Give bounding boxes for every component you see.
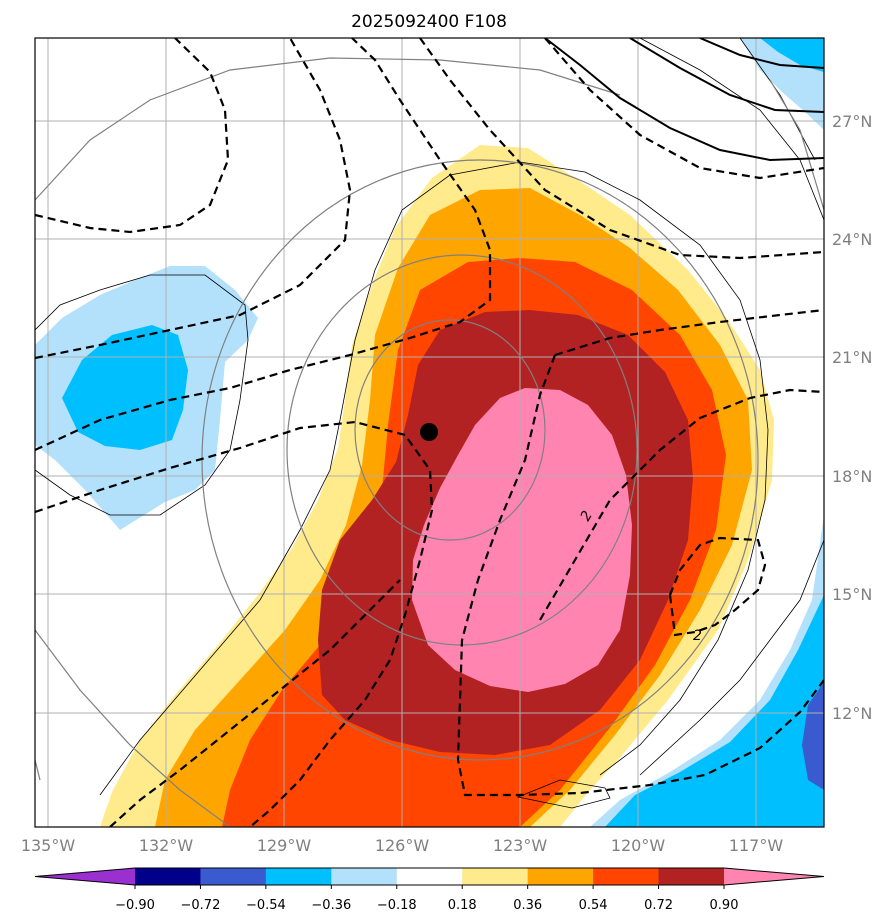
colorbar-tick-label: 0.18 — [448, 898, 477, 913]
colorbar-bin — [135, 868, 202, 885]
solid-black-contours — [544, 38, 824, 162]
colorbar-extend-high — [724, 868, 824, 885]
colorbar-tick-label: 0.90 — [710, 898, 739, 913]
colorbar-bin — [658, 868, 725, 885]
lon-tick-label: 117°W — [729, 836, 784, 855]
lon-tick-label: 129°W — [257, 836, 312, 855]
storm-center-marker — [420, 423, 438, 441]
longitude-labels: 135°W 132°W 129°W 126°W 123°W 120°W 117°W — [21, 836, 784, 855]
colorbar-bin — [396, 868, 463, 885]
latitude-labels: 27°N 24°N 21°N 18°N 15°N 12°N — [832, 112, 872, 723]
colorbar-bin — [462, 868, 529, 885]
lon-tick-label: 123°W — [493, 836, 548, 855]
colorbar-bin — [265, 868, 332, 885]
lat-tick-label: 27°N — [832, 112, 872, 131]
shade-cyan-se — [605, 595, 824, 827]
shade-blue-se — [802, 682, 824, 790]
colorbar-tick-label: −0.72 — [181, 898, 221, 913]
colorbar: −0.90 −0.72 −0.54 −0.36 −0.18 0.18 0.36 0.54 0.7… — [34, 867, 825, 913]
colorbar-tick-label: 0.72 — [644, 898, 673, 913]
shade-pink — [412, 388, 632, 692]
lat-tick-label: 18°N — [832, 467, 872, 486]
colorbar-bin — [593, 868, 660, 885]
colorbar-tick-label: −0.18 — [377, 898, 417, 913]
colorbar-bin — [200, 868, 267, 885]
map-frame — [34, 37, 825, 828]
lat-tick-label: 21°N — [832, 348, 872, 367]
lat-tick-label: 12°N — [832, 704, 872, 723]
shade-cyan-ne — [760, 38, 824, 72]
colorbar-bin — [527, 868, 594, 885]
lat-tick-label: 15°N — [832, 585, 872, 604]
shading-layers — [35, 38, 824, 827]
grid-lines — [35, 38, 824, 827]
chart-title: 2025092400 F108 — [351, 12, 507, 32]
dashed-contours — [35, 38, 824, 827]
colorbar-bin — [331, 868, 398, 885]
colorbar-tick-label: 0.54 — [579, 898, 608, 913]
thin-black-contours — [35, 38, 824, 809]
lon-tick-label: 132°W — [139, 836, 194, 855]
colorbar-tick-label: 0.36 — [513, 898, 542, 913]
colorbar-tick-label: −0.36 — [311, 898, 351, 913]
lon-tick-label: 120°W — [611, 836, 666, 855]
lon-tick-label: 135°W — [21, 836, 76, 855]
contour-label-east: 2 — [693, 628, 702, 644]
map-area: 2 2 — [35, 38, 824, 827]
lat-tick-label: 24°N — [832, 230, 872, 249]
lon-tick-label: 126°W — [375, 836, 430, 855]
colorbar-tick-label: −0.90 — [115, 898, 155, 913]
shade-cyan-west — [62, 325, 188, 450]
colorbar-extend-low — [35, 868, 135, 885]
colorbar-tick-label: −0.54 — [246, 898, 286, 913]
